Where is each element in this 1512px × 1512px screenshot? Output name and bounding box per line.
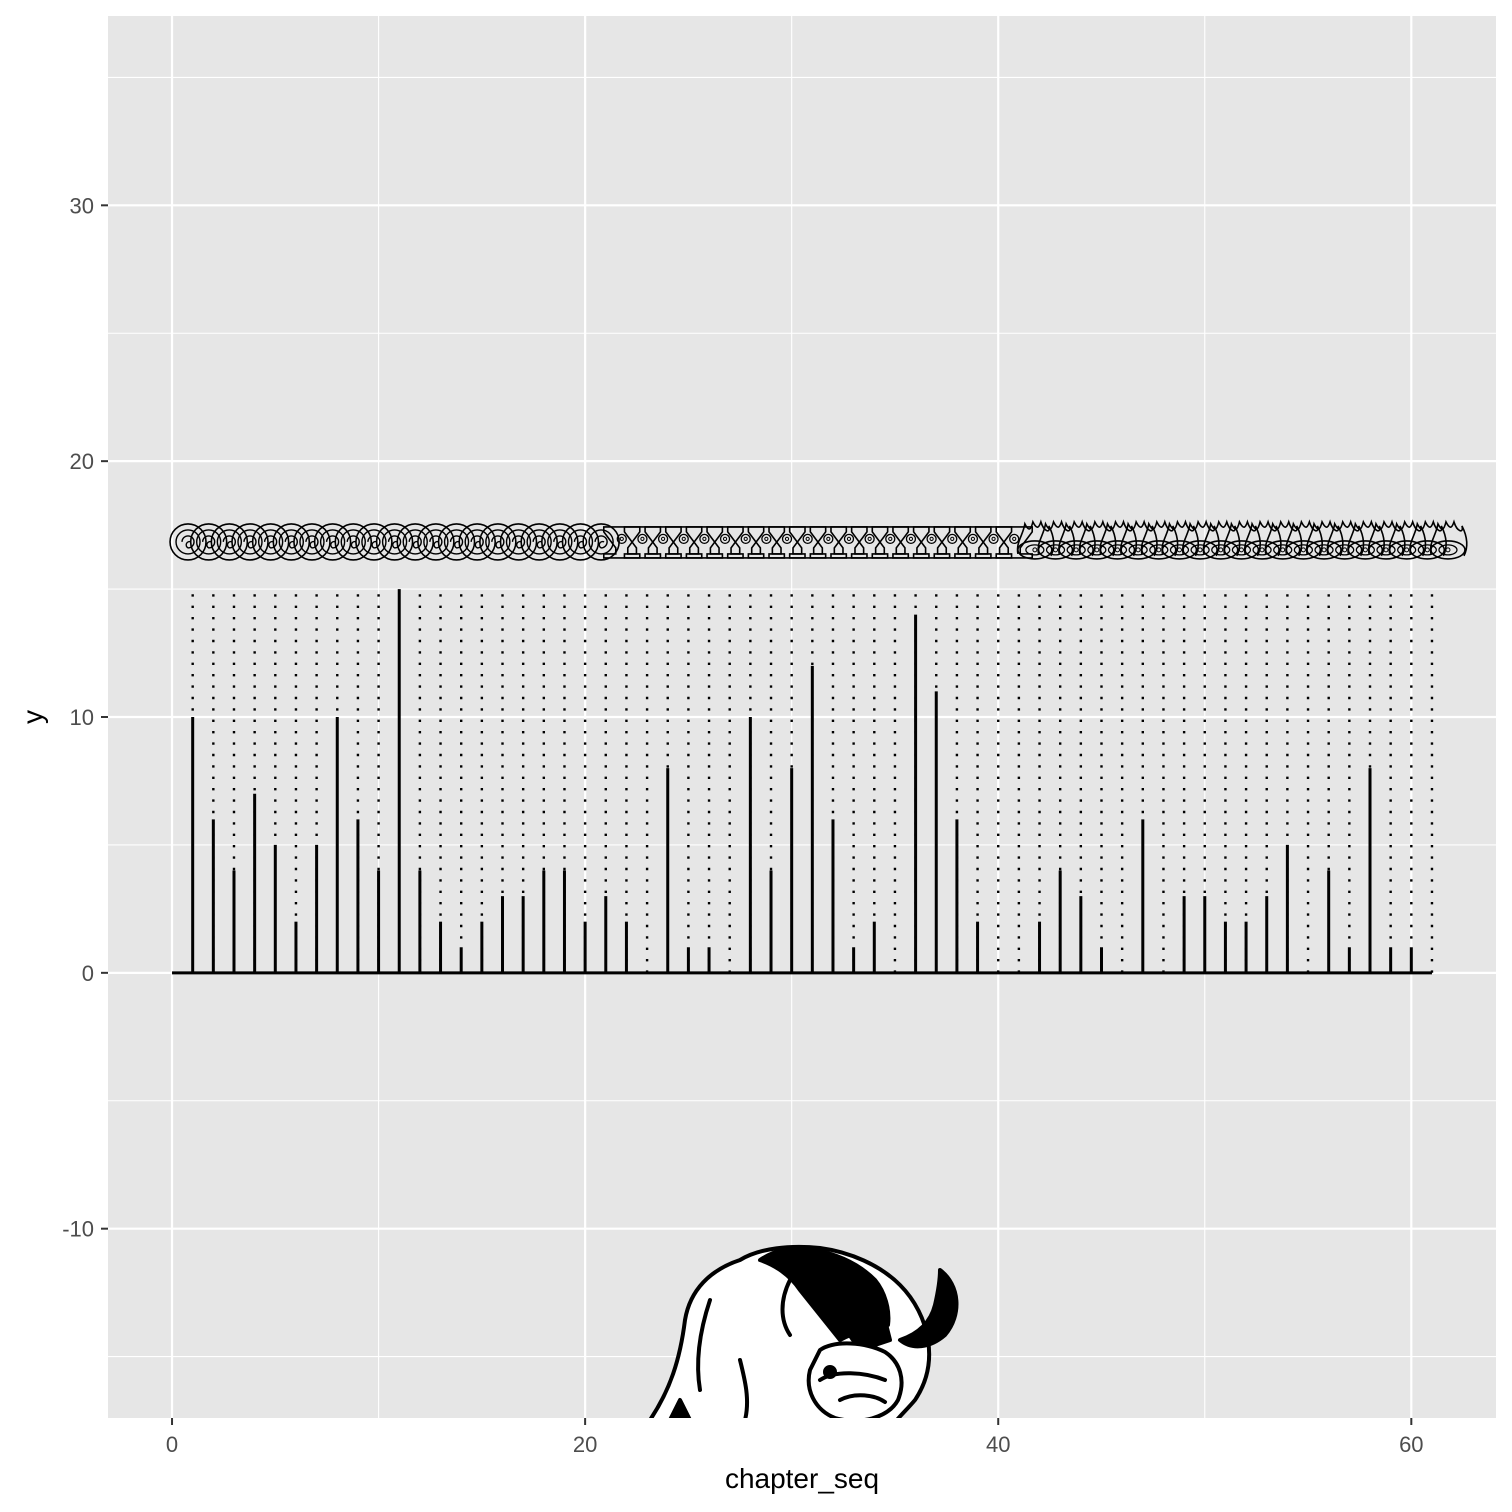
air-symbol-icon <box>169 523 207 561</box>
y-tick-label: 30 <box>70 193 94 218</box>
air-symbol-icon <box>355 523 393 561</box>
air-symbol-icon <box>541 523 579 561</box>
air-symbol-icon <box>520 523 558 561</box>
air-symbol-icon <box>375 523 414 561</box>
air-symbol-icon <box>499 523 538 561</box>
y-tick-label: 0 <box>82 961 94 986</box>
y-tick-label: 20 <box>70 449 94 474</box>
air-symbol-icon <box>293 523 331 561</box>
y-axis-title: y <box>17 710 48 724</box>
x-tick-label: 20 <box>573 1432 597 1457</box>
x-axis: 0 20 40 60 <box>166 1418 1424 1457</box>
air-symbol-icon <box>210 523 249 561</box>
x-tick-label: 40 <box>986 1432 1010 1457</box>
air-symbol-icon <box>437 523 476 561</box>
air-symbol-icon <box>251 523 290 561</box>
x-tick-label: 0 <box>166 1432 178 1457</box>
air-symbol-icon <box>479 523 517 561</box>
sky-bison-icon <box>648 1244 959 1418</box>
air-symbol-icon <box>396 523 435 561</box>
air-symbol-icon <box>561 523 600 561</box>
air-symbol-icon <box>334 523 373 561</box>
air-symbol-icon <box>458 523 496 561</box>
bars <box>191 589 1413 973</box>
x-axis-title: chapter_seq <box>725 1463 879 1494</box>
y-tick-label: 10 <box>70 705 94 730</box>
air-symbol-icon <box>272 523 311 561</box>
y-axis: -10 0 10 20 30 <box>62 193 108 1242</box>
air-symbol-icon <box>417 523 455 561</box>
air-symbol-icon <box>189 523 228 561</box>
air-symbol-icon <box>231 523 269 561</box>
y-tick-label: -10 <box>62 1217 94 1242</box>
x-tick-label: 60 <box>1399 1432 1423 1457</box>
air-symbol-icon <box>313 523 352 561</box>
